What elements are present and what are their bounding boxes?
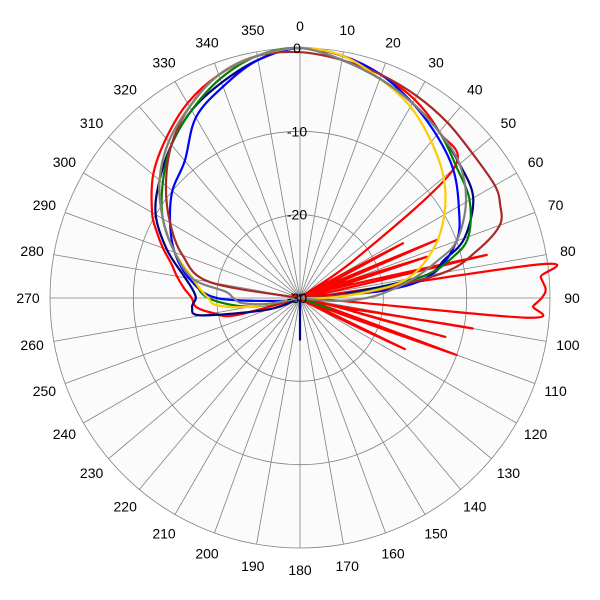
- angle-tick-label-50: 50: [501, 115, 517, 131]
- angle-tick-label-140: 140: [463, 498, 487, 514]
- angle-tick-label-250: 250: [33, 383, 57, 399]
- series-layer: [150, 46, 559, 357]
- angle-tick-label-310: 310: [80, 115, 104, 131]
- angle-tick-label-350: 350: [241, 22, 265, 38]
- spoke-210: [174, 297, 301, 515]
- angle-tick-label-320: 320: [114, 82, 138, 98]
- spoke-130: [299, 297, 492, 460]
- angle-tick-label-30: 30: [428, 54, 444, 70]
- spoke-120: [299, 297, 517, 424]
- angle-tick-label-60: 60: [528, 154, 544, 170]
- angle-tick-label-260: 260: [20, 337, 44, 353]
- spoke-310: [108, 136, 301, 299]
- angle-tick-label-90: 90: [564, 290, 580, 306]
- radial-tick-label-1: -10: [287, 123, 307, 139]
- spoke-250: [64, 297, 301, 384]
- radial-tick-label-2: -20: [287, 207, 307, 223]
- angle-tick-label-150: 150: [424, 526, 448, 542]
- spoke-220: [138, 297, 301, 490]
- angle-tick-label-330: 330: [152, 54, 176, 70]
- spoke-190: [256, 297, 301, 545]
- spoke-160: [299, 297, 386, 534]
- angle-tick-label-80: 80: [560, 243, 576, 259]
- label-layer: 0 10 20 30 40 50 60 70 80 90 100 110 120 130 140 150 160…: [16, 18, 580, 578]
- angle-tick-label-340: 340: [195, 34, 219, 50]
- angle-tick-label-280: 280: [20, 243, 44, 259]
- ring-1: [132, 130, 468, 466]
- angle-tick-label-0: 0: [296, 18, 304, 34]
- angle-tick-label-170: 170: [336, 558, 360, 574]
- angle-tick-label-290: 290: [33, 197, 57, 213]
- angle-tick-label-110: 110: [544, 383, 567, 399]
- spoke-230: [108, 297, 301, 460]
- spoke-40: [299, 106, 462, 299]
- angle-tick-label-190: 190: [241, 558, 265, 574]
- spoke-140: [299, 297, 462, 490]
- spoke-10: [299, 51, 344, 299]
- angle-tick-label-210: 210: [152, 526, 176, 542]
- series-line-0: [150, 46, 559, 357]
- angle-tick-label-10: 10: [339, 22, 355, 38]
- spoke-200: [214, 297, 301, 534]
- radial-tick-label-3: -30: [287, 290, 307, 306]
- angle-tick-label-20: 20: [385, 34, 401, 50]
- spoke-300: [83, 172, 301, 299]
- spoke-170: [299, 297, 344, 545]
- spoke-150: [299, 297, 426, 515]
- angle-tick-label-120: 120: [524, 426, 548, 442]
- angle-tick-label-40: 40: [467, 82, 483, 98]
- radial-tick-label-0: 0: [293, 40, 301, 56]
- spoke-30: [299, 81, 426, 299]
- angle-tick-label-220: 220: [114, 498, 138, 514]
- spoke-20: [299, 62, 386, 299]
- angle-tick-label-230: 230: [80, 465, 104, 481]
- spoke-340: [214, 62, 301, 299]
- series-line-6: [158, 46, 468, 306]
- angle-tick-label-270: 270: [16, 290, 40, 306]
- angle-tick-label-70: 70: [548, 197, 564, 213]
- angle-tick-label-240: 240: [53, 426, 77, 442]
- angle-tick-label-160: 160: [381, 546, 405, 562]
- spoke-240: [83, 297, 301, 424]
- angle-tick-label-200: 200: [195, 546, 219, 562]
- angle-tick-label-100: 100: [556, 337, 580, 353]
- angle-tick-label-130: 130: [497, 465, 521, 481]
- angle-tick-label-300: 300: [53, 154, 77, 170]
- angle-tick-label-180: 180: [288, 562, 312, 578]
- spoke-350: [256, 51, 301, 299]
